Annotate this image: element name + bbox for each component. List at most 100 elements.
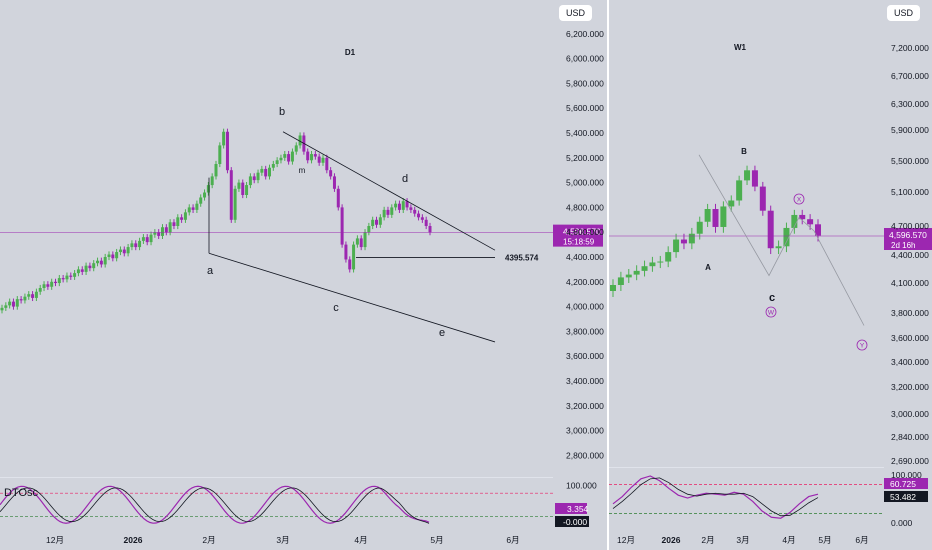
candle	[65, 275, 69, 280]
osc-k-line	[0, 485, 430, 524]
time-tick: 2月	[701, 535, 714, 545]
candle	[405, 201, 409, 208]
candle	[736, 180, 743, 201]
candle	[355, 238, 359, 245]
price-tick: 7,200.000	[891, 43, 929, 53]
candle	[126, 247, 130, 254]
currency-button[interactable]: USD	[559, 5, 593, 21]
price-tick: 3,400.000	[566, 376, 604, 386]
candle	[665, 252, 672, 262]
time-tick: 12月	[46, 535, 64, 545]
support-level-label: 4395.574	[505, 254, 539, 263]
candle	[191, 207, 195, 210]
candle	[310, 154, 314, 161]
circle-wave-label: W	[768, 310, 775, 317]
candle	[107, 254, 111, 257]
candle	[680, 239, 687, 244]
candle	[69, 275, 73, 277]
candle	[199, 197, 203, 204]
candle	[352, 244, 356, 270]
projection-path[interactable]	[698, 154, 865, 326]
candle	[271, 164, 275, 168]
candle	[84, 265, 88, 272]
lower-trendline[interactable]	[208, 252, 496, 343]
candle	[720, 206, 727, 227]
wave-label: m	[299, 166, 306, 175]
candle	[229, 170, 233, 220]
osc-separator	[609, 467, 884, 468]
candle	[767, 210, 774, 249]
wave-label: B	[741, 147, 747, 156]
candle	[138, 240, 142, 248]
candle	[130, 243, 134, 248]
candle	[617, 277, 624, 285]
candle	[11, 301, 15, 307]
candle	[225, 131, 229, 171]
candle	[633, 270, 640, 275]
time-tick: 3月	[736, 535, 749, 545]
candle	[359, 238, 363, 248]
candle	[348, 259, 352, 270]
candle	[61, 278, 65, 280]
candle	[187, 207, 191, 213]
time-tick: 4月	[782, 535, 795, 545]
candle	[783, 227, 790, 247]
candle	[649, 262, 656, 267]
candle	[791, 214, 798, 228]
wave-label: a	[207, 265, 214, 277]
candle	[134, 243, 138, 248]
candle	[268, 167, 271, 177]
osc-d-value-box	[555, 516, 589, 527]
candle	[397, 203, 401, 210]
circle-wave-label: X	[797, 197, 802, 204]
candle	[54, 281, 57, 284]
candle	[413, 209, 417, 214]
daily-chart-pane[interactable]: 4,596.570 15:18:59 4395.574 a b c d e m DTOsc 100…	[0, 0, 607, 550]
candle	[712, 209, 719, 227]
price-tick: 5,800.000	[566, 78, 604, 88]
price-tick: 4,400.000	[891, 250, 929, 260]
candle	[241, 182, 245, 195]
time-tick: 5月	[430, 535, 443, 545]
candle	[42, 284, 46, 288]
candle	[420, 217, 424, 220]
upper-trendline[interactable]	[282, 131, 496, 251]
candle	[145, 237, 149, 243]
candle	[34, 291, 38, 298]
candle	[382, 209, 386, 218]
candle	[23, 296, 27, 301]
currency-button[interactable]: USD	[887, 5, 921, 21]
osc-title: DTOsc	[4, 487, 39, 499]
price-label-box	[553, 224, 603, 247]
candle	[195, 203, 199, 210]
candle	[298, 135, 302, 146]
candle	[92, 263, 96, 269]
candle	[363, 232, 367, 248]
candle	[371, 219, 375, 226]
candle	[248, 176, 252, 186]
candle	[245, 185, 249, 195]
price-tick: 5,400.000	[566, 128, 604, 138]
candle	[38, 288, 42, 292]
pane-divider[interactable]	[607, 0, 609, 550]
time-tick: 4月	[354, 535, 367, 545]
candle	[386, 209, 390, 215]
candle	[401, 201, 405, 210]
candle	[378, 217, 382, 225]
circle-wave-marker	[856, 339, 868, 351]
candle	[290, 151, 294, 162]
candle	[279, 157, 283, 161]
candle	[99, 260, 103, 265]
price-tick: 5,600.000	[566, 103, 604, 113]
price-tick: 2,840.000	[891, 432, 929, 442]
osc-tick: 0.000	[891, 518, 913, 528]
time-tick: 2026	[124, 535, 143, 545]
candle	[688, 233, 695, 244]
candle	[149, 234, 153, 243]
candle	[799, 214, 806, 220]
candle	[210, 176, 214, 186]
candle	[31, 294, 35, 298]
